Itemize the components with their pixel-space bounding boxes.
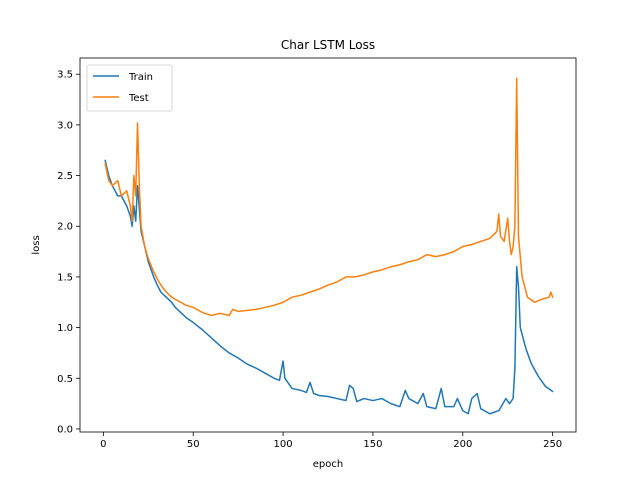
y-tick-label: 0.0: [57, 424, 73, 435]
y-tick-label: 3.5: [57, 70, 73, 81]
series-line-train: [104, 159, 554, 415]
x-tick-label: 0: [100, 439, 106, 450]
plot-lines: [104, 77, 554, 415]
x-tick-label: 200: [453, 439, 472, 450]
series-line-test: [104, 77, 554, 317]
x-tick-label: 100: [274, 439, 293, 450]
x-tick-label: 150: [363, 439, 382, 450]
chart-title: Char LSTM Loss: [281, 38, 375, 52]
y-axis: 0.0 0.5 1.0 1.5 2.0 2.5 3.0 3.5: [57, 70, 80, 435]
y-tick-label: 1.5: [57, 272, 73, 283]
x-tick-label: 250: [543, 439, 562, 450]
plot-frame: [79, 57, 577, 433]
legend-label-train: Train: [128, 72, 153, 83]
y-tick-label: 3.0: [57, 120, 73, 131]
y-tick-label: 2.5: [57, 171, 73, 182]
y-tick-label: 2.0: [57, 222, 73, 233]
x-axis: 0 50 100 150 200 250: [100, 432, 562, 450]
y-tick-label: 1.0: [57, 323, 73, 334]
y-tick-label: 0.5: [57, 374, 73, 385]
y-axis-label: loss: [31, 235, 42, 254]
x-tick-label: 50: [187, 439, 200, 450]
legend: Train Test: [86, 64, 173, 112]
legend-label-test: Test: [128, 93, 149, 104]
x-axis-label: epoch: [313, 459, 343, 470]
